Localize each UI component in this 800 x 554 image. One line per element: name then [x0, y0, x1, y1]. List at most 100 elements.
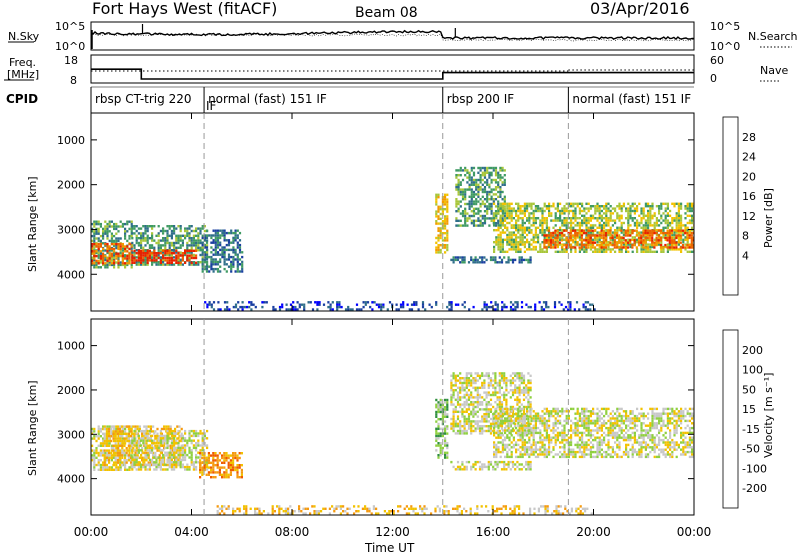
data-cell [459, 427, 462, 430]
data-cell [93, 266, 96, 269]
data-cell [461, 169, 465, 172]
data-cell [666, 219, 669, 222]
data-cell [598, 234, 601, 237]
data-cell [155, 456, 158, 459]
data-cell [532, 221, 535, 225]
data-cell [631, 238, 634, 241]
data-cell [179, 453, 182, 457]
data-cell [201, 441, 204, 445]
data-cell [117, 266, 120, 269]
data-cell [102, 427, 105, 431]
data-cell [476, 374, 479, 377]
data-cell [648, 229, 652, 232]
data-cell [478, 403, 482, 406]
data-cell [195, 239, 198, 242]
data-cell [190, 456, 193, 459]
data-cell [483, 219, 487, 222]
data-cell [459, 379, 462, 382]
data-cell [565, 224, 568, 227]
data-cell [461, 415, 464, 418]
data-cell [144, 449, 147, 452]
data-cell [116, 444, 119, 447]
data-cell [492, 198, 495, 201]
data-cell [585, 231, 588, 235]
data-cell [195, 246, 198, 249]
data-cell [184, 249, 187, 252]
data-cell [91, 239, 94, 243]
data-cell [208, 303, 211, 306]
data-cell [472, 396, 475, 399]
data-cell [642, 214, 645, 217]
data-cell [203, 466, 206, 469]
data-cell [199, 246, 202, 249]
data-cell [108, 222, 111, 226]
data-cell [210, 303, 213, 306]
data-cell [618, 248, 621, 251]
data-cell [653, 224, 656, 227]
data-cell [464, 222, 467, 225]
data-cell [545, 246, 548, 249]
data-cell [593, 246, 597, 249]
data-cell [474, 427, 477, 430]
data-cell [592, 205, 595, 208]
power-heatmap [91, 166, 694, 311]
data-cell [660, 202, 663, 205]
data-cell [655, 243, 658, 247]
data-cell [488, 198, 491, 201]
data-cell [558, 301, 561, 304]
data-cell [589, 219, 592, 222]
data-cell [214, 267, 217, 271]
data-cell [691, 221, 694, 225]
data-cell [487, 408, 490, 411]
data-cell [108, 239, 111, 243]
data-cell [543, 229, 546, 232]
data-cell [192, 461, 195, 464]
data-cell [492, 256, 495, 259]
data-cell [444, 451, 447, 454]
data-cell [166, 432, 169, 435]
data-cell [212, 468, 215, 472]
data-cell [530, 205, 533, 208]
data-cell [238, 258, 242, 261]
data-cell [173, 259, 176, 262]
data-cell [186, 229, 189, 233]
data-cell [108, 247, 111, 251]
data-cell [177, 258, 180, 261]
data-cell [497, 202, 500, 206]
data-cell [521, 219, 524, 222]
data-cell [435, 398, 438, 402]
data-cell [649, 205, 652, 208]
data-cell [199, 232, 202, 235]
data-cell [545, 207, 548, 210]
data-cell [252, 303, 255, 306]
data-cell [565, 226, 568, 229]
data-cell [636, 231, 639, 234]
data-cell [569, 231, 572, 235]
data-cell [192, 263, 195, 266]
data-cell [124, 257, 127, 260]
data-cell [130, 430, 133, 433]
data-cell [493, 241, 496, 244]
data-cell [241, 263, 244, 266]
data-cell [144, 465, 147, 469]
data-cell [102, 451, 105, 455]
data-cell [642, 231, 645, 235]
data-cell [609, 212, 612, 215]
data-cell [569, 301, 572, 304]
data-cell [168, 263, 171, 266]
data-cell [463, 301, 466, 304]
cpid-row: rbsp CT-trig 220 normal (fast) 151 IF rbsp… [90, 86, 694, 113]
data-cell [170, 232, 173, 235]
data-cell [565, 250, 568, 253]
data-cell [476, 389, 479, 392]
data-cell [503, 207, 506, 210]
data-cell [128, 451, 131, 455]
data-cell [126, 258, 129, 262]
data-cell [474, 422, 477, 425]
data-cell [493, 245, 496, 249]
data-cell [177, 441, 180, 445]
data-cell [589, 205, 592, 208]
data-cell [142, 451, 145, 454]
data-cell [163, 447, 166, 450]
data-cell [677, 202, 680, 205]
